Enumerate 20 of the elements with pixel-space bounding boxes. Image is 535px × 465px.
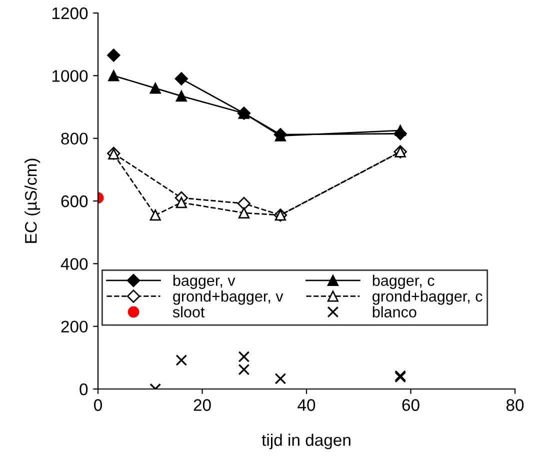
y-tick-label: 200: [61, 320, 88, 333]
x-tick-label: 20: [194, 399, 211, 411]
y-tick-label: 1200: [52, 7, 88, 20]
y-tick-label: 1000: [52, 70, 88, 82]
y-axis-title: EC (µS/cm): [24, 158, 40, 243]
x-tick-label: 0: [94, 399, 102, 411]
x-tick-label: 60: [402, 399, 420, 411]
legend-label: bagger, v: [173, 274, 236, 289]
x-tick-label: 80: [506, 399, 524, 411]
legend-label: sloot: [172, 306, 205, 318]
y-tick-label: 800: [61, 132, 88, 145]
legend-label: grond+bagger, v: [173, 290, 284, 305]
y-tick-label: 400: [60, 258, 88, 270]
x-tick-label: 40: [298, 399, 316, 411]
x-axis-title: tijd in dagen: [262, 434, 350, 450]
y-tick-label: 0: [80, 383, 88, 396]
legend-label: grond+bagger, c: [372, 290, 482, 305]
legend-label: blanco: [372, 306, 416, 318]
y-tick-label: 600: [61, 195, 88, 208]
legend-label: bagger, c: [372, 274, 434, 289]
